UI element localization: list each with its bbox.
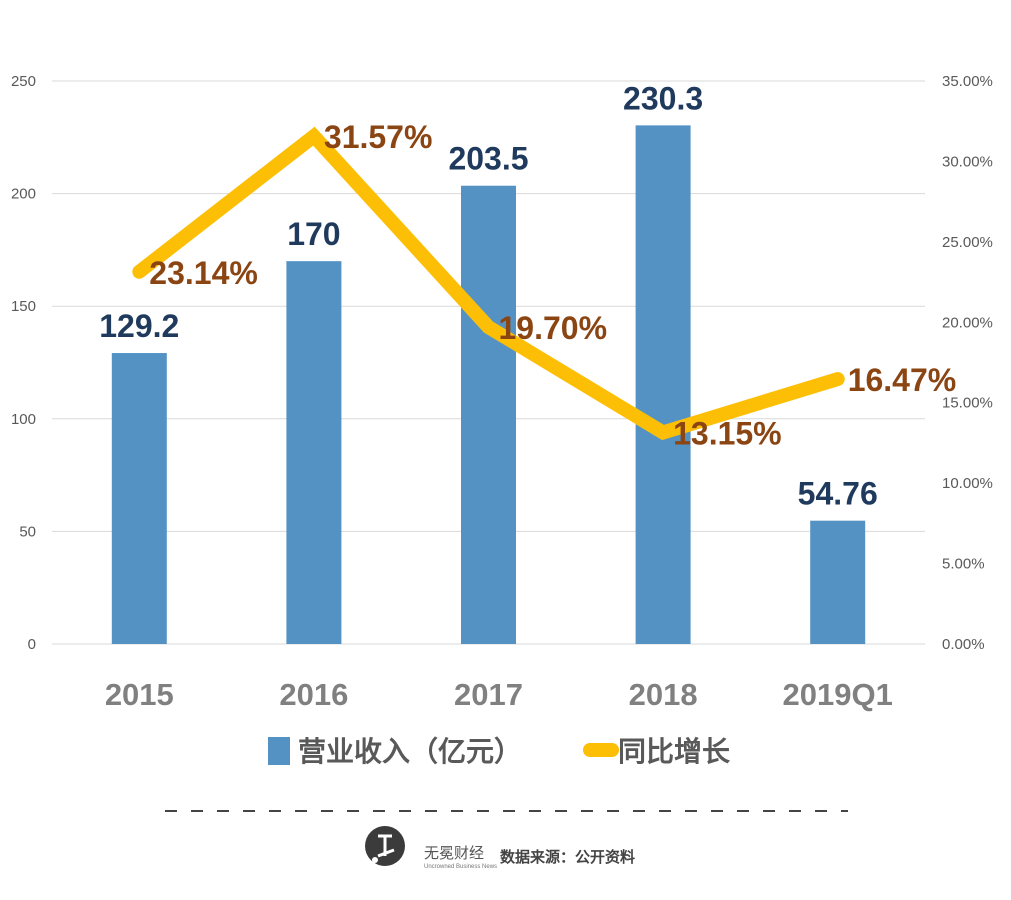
- revenue-bar-label: 203.5: [448, 141, 528, 177]
- category-label: 2015: [105, 677, 174, 712]
- right-tick-label: 20.00%: [942, 314, 993, 331]
- right-tick-label: 10.00%: [942, 475, 993, 492]
- revenue-bar-label: 129.2: [99, 308, 179, 344]
- right-tick-label: 35.00%: [942, 73, 993, 90]
- left-tick-label: 50: [19, 523, 36, 540]
- right-axis-ticks: 0.00% 5.00% 10.00% 15.00% 20.00% 25.00% 30.00%…: [942, 73, 993, 653]
- category-label: 2018: [629, 677, 698, 712]
- growth-line-label: 31.57%: [324, 119, 433, 155]
- right-tick-label: 15.00%: [942, 395, 993, 412]
- legend: 营业收入（亿元） 同比增长: [268, 735, 730, 768]
- right-tick-label: 25.00%: [942, 234, 993, 251]
- revenue-bar: [635, 125, 691, 645]
- revenue-bar: [286, 261, 342, 644]
- legend-growth-label: 同比增长: [618, 735, 730, 768]
- growth-line-group: [132, 126, 845, 441]
- growth-line-label: 16.47%: [848, 362, 957, 398]
- revenue-bar: [810, 520, 866, 644]
- category-label: 2019Q1: [783, 677, 893, 712]
- footer-brand: 无冕财经: [424, 844, 484, 862]
- footer: 无冕财经 Uncrowned Business News 数据来源：公开资料: [365, 826, 635, 870]
- left-axis-ticks: 0 50 100 150 200 250: [11, 73, 36, 653]
- left-tick-label: 250: [11, 73, 36, 90]
- growth-line-labels: 23.14% 31.57% 19.70% 13.15% 16.47%: [149, 119, 956, 451]
- growth-line: [132, 126, 845, 441]
- right-tick-label: 30.00%: [942, 153, 993, 170]
- revenue-bar-label: 170: [287, 216, 340, 252]
- revenue-bar-labels: 129.2 170 203.5 230.3 54.76: [99, 80, 877, 511]
- footer-brand-en: Uncrowned Business News: [424, 864, 497, 870]
- left-tick-label: 100: [11, 411, 36, 428]
- growth-line-label: 13.15%: [673, 415, 782, 451]
- revenue-bars: [111, 125, 866, 645]
- category-label: 2016: [279, 677, 348, 712]
- growth-line-label: 23.14%: [149, 255, 258, 291]
- legend-revenue-swatch: [268, 737, 290, 765]
- left-tick-label: 0: [28, 636, 36, 653]
- growth-line-label: 19.70%: [499, 310, 608, 346]
- revenue-bar-label: 230.3: [623, 80, 703, 116]
- category-axis-labels: 2015 2016 2017 2018 2019Q1: [105, 677, 893, 712]
- footer-source: 数据来源：公开资料: [500, 848, 635, 866]
- right-tick-label: 0.00%: [942, 636, 985, 653]
- category-label: 2017: [454, 677, 523, 712]
- brand-logo-icon: [365, 826, 405, 866]
- left-tick-label: 200: [11, 186, 36, 203]
- revenue-bar: [461, 185, 516, 644]
- revenue-bar: [111, 353, 167, 644]
- left-tick-label: 150: [11, 298, 36, 315]
- right-tick-label: 5.00%: [942, 556, 985, 573]
- revenue-bar-label: 54.76: [798, 476, 878, 512]
- legend-revenue-label: 营业收入（亿元）: [298, 735, 522, 768]
